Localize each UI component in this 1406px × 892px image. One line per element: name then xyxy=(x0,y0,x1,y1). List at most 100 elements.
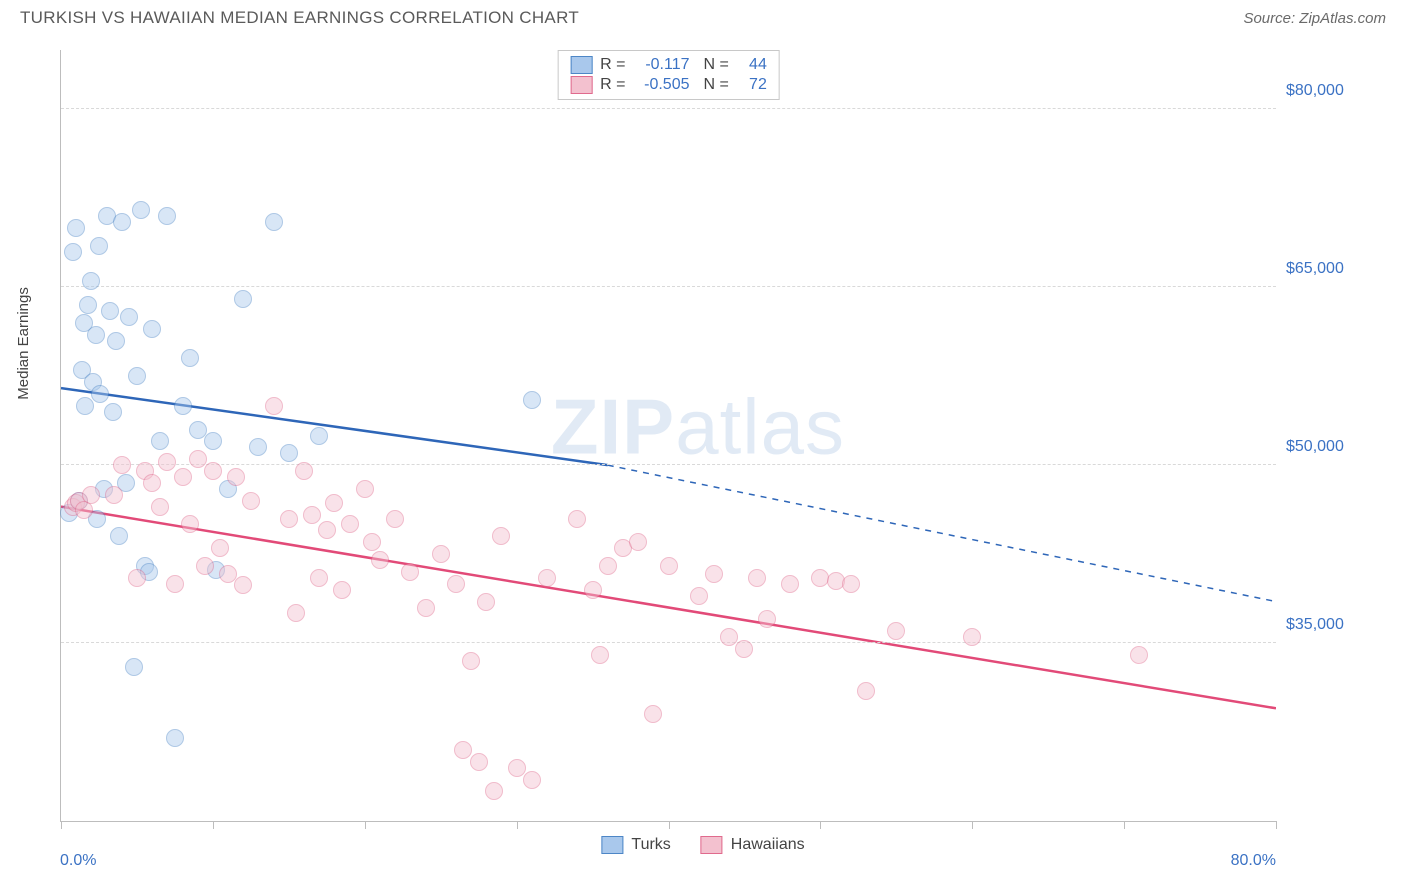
scatter-point xyxy=(196,557,214,575)
stats-n-label: N = xyxy=(704,76,729,94)
legend-swatch xyxy=(570,76,592,94)
scatter-point xyxy=(887,622,905,640)
scatter-point xyxy=(67,219,85,237)
scatter-point xyxy=(432,545,450,563)
scatter-point xyxy=(64,243,82,261)
y-axis-label: Median Earnings xyxy=(15,287,32,400)
scatter-point xyxy=(151,432,169,450)
scatter-point xyxy=(842,575,860,593)
scatter-point xyxy=(599,557,617,575)
scatter-point xyxy=(101,302,119,320)
scatter-point xyxy=(287,604,305,622)
scatter-point xyxy=(158,453,176,471)
scatter-point xyxy=(204,432,222,450)
scatter-point xyxy=(79,296,97,314)
x-tick xyxy=(820,821,821,829)
scatter-point xyxy=(166,575,184,593)
scatter-point xyxy=(591,646,609,664)
scatter-point xyxy=(735,640,753,658)
scatter-point xyxy=(758,610,776,628)
stats-r-label: R = xyxy=(600,56,625,74)
legend-item: Hawaiians xyxy=(701,836,805,854)
scatter-point xyxy=(371,551,389,569)
scatter-point xyxy=(113,456,131,474)
scatter-point xyxy=(82,272,100,290)
legend-swatch xyxy=(601,836,623,854)
stats-r-label: R = xyxy=(600,76,625,94)
scatter-point xyxy=(151,498,169,516)
x-tick xyxy=(213,821,214,829)
watermark-light: atlas xyxy=(675,382,845,470)
x-tick xyxy=(365,821,366,829)
gridline xyxy=(61,286,1276,287)
scatter-point xyxy=(234,576,252,594)
trend-line-solid xyxy=(61,507,1276,709)
scatter-point xyxy=(128,569,146,587)
scatter-point xyxy=(485,782,503,800)
scatter-point xyxy=(720,628,738,646)
scatter-point xyxy=(104,403,122,421)
legend-swatch xyxy=(570,56,592,74)
chart-title: TURKISH VS HAWAIIAN MEDIAN EARNINGS CORR… xyxy=(20,8,579,28)
plot-area: ZIPatlas R =-0.117N =44R =-0.505N =72 $3… xyxy=(60,50,1276,822)
scatter-point xyxy=(125,658,143,676)
scatter-point xyxy=(249,438,267,456)
scatter-point xyxy=(538,569,556,587)
stats-n-label: N = xyxy=(704,56,729,74)
x-min-label: 0.0% xyxy=(60,852,96,870)
stats-r-value: -0.117 xyxy=(634,56,690,74)
trend-lines xyxy=(61,50,1276,821)
scatter-point xyxy=(189,421,207,439)
scatter-point xyxy=(280,510,298,528)
scatter-point xyxy=(265,213,283,231)
scatter-point xyxy=(90,237,108,255)
gridline xyxy=(61,464,1276,465)
scatter-point xyxy=(143,474,161,492)
scatter-point xyxy=(1130,646,1148,664)
scatter-point xyxy=(189,450,207,468)
scatter-point xyxy=(105,486,123,504)
scatter-point xyxy=(158,207,176,225)
scatter-point xyxy=(857,682,875,700)
scatter-point xyxy=(325,494,343,512)
scatter-point xyxy=(280,444,298,462)
scatter-point xyxy=(523,391,541,409)
scatter-point xyxy=(110,527,128,545)
scatter-point xyxy=(265,397,283,415)
stats-legend-row: R =-0.505N =72 xyxy=(570,75,767,95)
y-tick-label: $65,000 xyxy=(1286,260,1376,278)
x-max-label: 80.0% xyxy=(1231,852,1276,870)
stats-r-value: -0.505 xyxy=(634,76,690,94)
stats-legend: R =-0.117N =44R =-0.505N =72 xyxy=(557,50,780,100)
scatter-point xyxy=(143,320,161,338)
scatter-point xyxy=(120,308,138,326)
scatter-point xyxy=(333,581,351,599)
gridline xyxy=(61,642,1276,643)
legend-item: Turks xyxy=(601,836,670,854)
scatter-point xyxy=(523,771,541,789)
scatter-point xyxy=(341,515,359,533)
scatter-point xyxy=(204,462,222,480)
y-tick-label: $80,000 xyxy=(1286,82,1376,100)
legend-label: Turks xyxy=(631,836,670,854)
scatter-point xyxy=(91,385,109,403)
legend-label: Hawaiians xyxy=(731,836,805,854)
scatter-point xyxy=(132,201,150,219)
chart-container: Median Earnings ZIPatlas R =-0.117N =44R… xyxy=(20,40,1386,872)
scatter-point xyxy=(318,521,336,539)
scatter-point xyxy=(227,468,245,486)
scatter-point xyxy=(401,563,419,581)
scatter-point xyxy=(705,565,723,583)
scatter-point xyxy=(174,468,192,486)
scatter-point xyxy=(303,506,321,524)
scatter-point xyxy=(166,729,184,747)
scatter-point xyxy=(462,652,480,670)
scatter-point xyxy=(386,510,404,528)
scatter-point xyxy=(87,326,105,344)
scatter-point xyxy=(242,492,260,510)
scatter-point xyxy=(781,575,799,593)
scatter-point xyxy=(644,705,662,723)
scatter-point xyxy=(417,599,435,617)
scatter-point xyxy=(584,581,602,599)
scatter-point xyxy=(181,349,199,367)
